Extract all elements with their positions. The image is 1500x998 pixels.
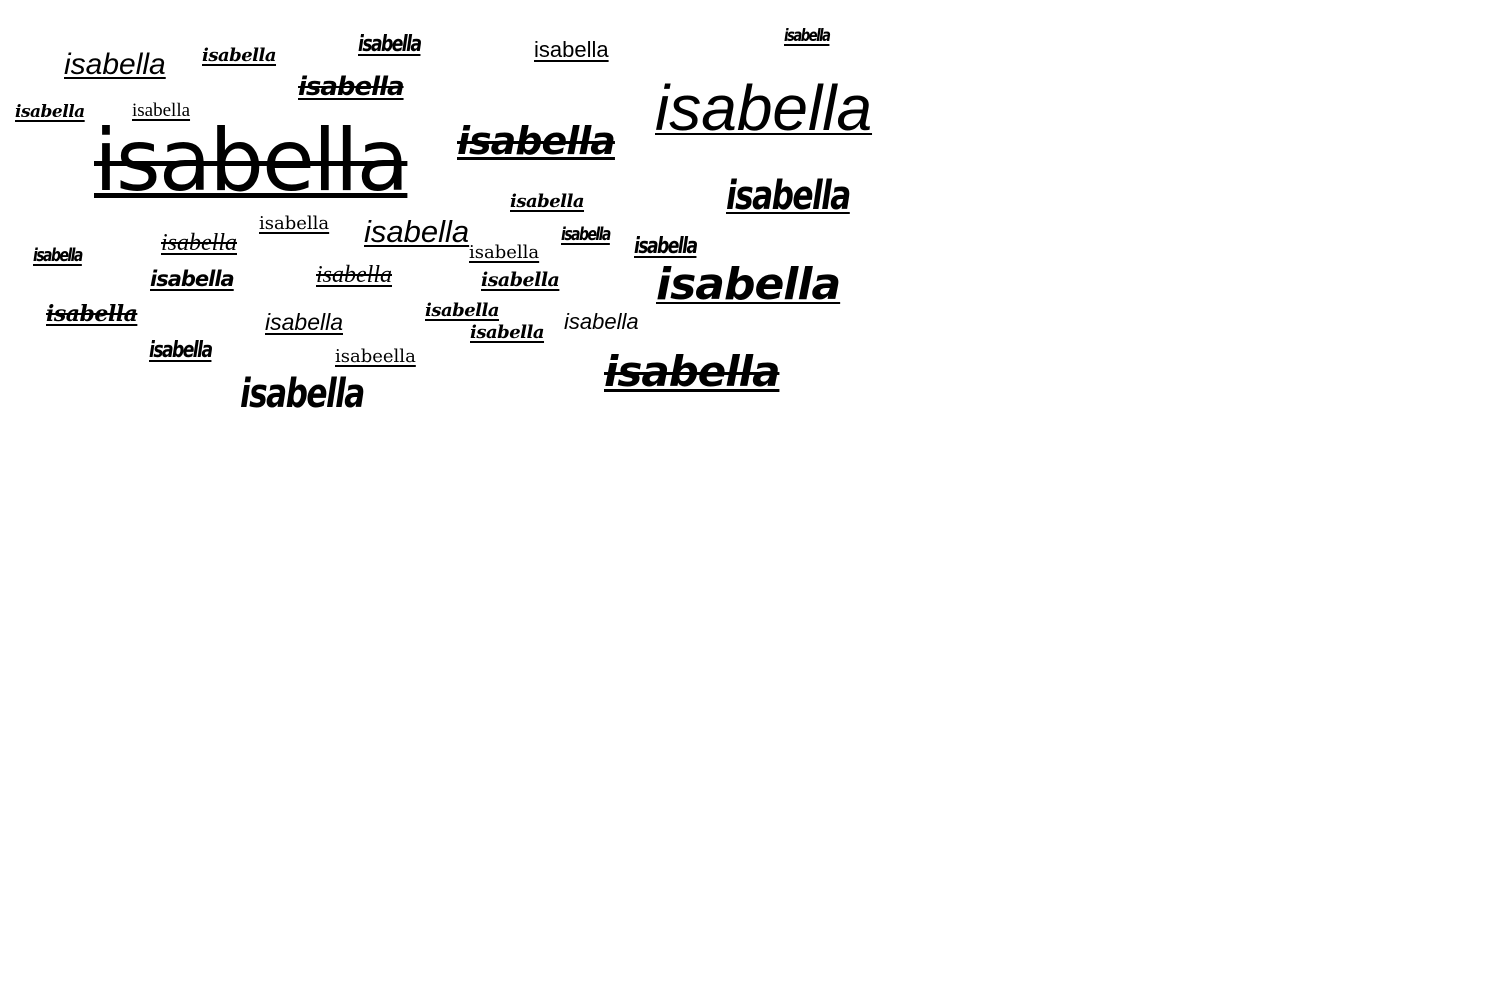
word-cloud-word: isabella <box>259 213 330 234</box>
word-cloud-word: isabella <box>655 72 873 144</box>
word-cloud-word: isabella <box>425 300 500 321</box>
word-cloud-word: isabella <box>656 259 841 310</box>
word-cloud-word: isabella <box>64 48 166 81</box>
word-cloud-word: isabella <box>457 119 616 163</box>
word-cloud-word: isabella <box>469 242 540 263</box>
word-cloud-word: isabella <box>784 26 831 46</box>
word-cloud-word: isabella <box>33 245 83 266</box>
word-cloud-word: isabella <box>316 262 392 288</box>
word-cloud-word: isabella <box>470 322 545 343</box>
word-cloud-word: isabella <box>15 102 85 122</box>
word-cloud-word: isabella <box>161 230 237 256</box>
word-cloud-word: isabella <box>149 338 213 363</box>
word-cloud-word: isabella <box>202 45 277 66</box>
word-cloud-word: isabella <box>358 32 422 57</box>
word-cloud-word: isabella <box>604 347 780 396</box>
word-cloud-word: isabella <box>132 100 191 121</box>
word-cloud-word: isabella <box>150 267 235 291</box>
word-cloud-word: isabella <box>561 224 611 245</box>
word-cloud-word: isabella <box>46 301 138 327</box>
word-cloud-word: isabella <box>510 191 585 212</box>
word-cloud-word: isabella <box>265 309 343 335</box>
word-cloud-word: isabella <box>564 309 639 334</box>
word-cloud-word: isabella <box>94 111 409 211</box>
word-cloud-word: isabella <box>726 173 851 219</box>
word-cloud-word: isabeella <box>335 346 416 367</box>
word-cloud-word: isabella <box>364 214 470 249</box>
word-cloud-word: isabella <box>240 371 365 417</box>
word-cloud-word: isabella <box>534 37 609 62</box>
word-cloud-word: isabella <box>298 72 405 102</box>
word-cloud-word: isabella <box>481 269 560 291</box>
word-cloud-word: isabella <box>634 234 698 259</box>
